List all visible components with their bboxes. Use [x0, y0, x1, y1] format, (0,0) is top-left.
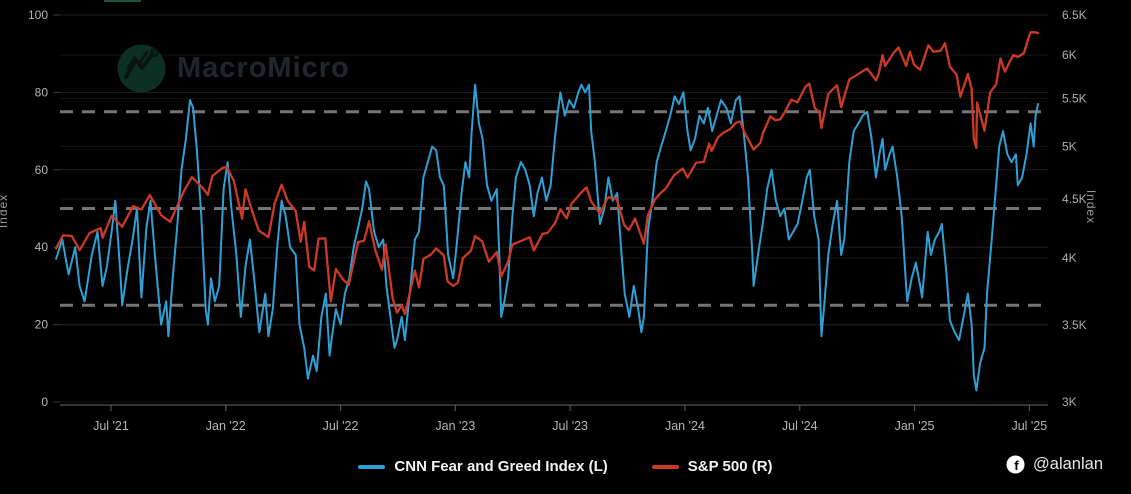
- svg-text:Jul '22: Jul '22: [323, 419, 359, 433]
- legend-item-sp500[interactable]: S&P 500 (R): [651, 458, 773, 475]
- svg-text:5K: 5K: [1062, 139, 1077, 153]
- axes-and-ticks: [53, 14, 1048, 411]
- svg-text:Jan '23: Jan '23: [435, 419, 475, 433]
- svg-text:3.5K: 3.5K: [1062, 318, 1087, 332]
- axis-tick-labels: Jul '21 Jan '22 Jul '22 Jan '23 Jul '23 Jan '…: [28, 8, 1087, 433]
- svg-text:60: 60: [35, 163, 49, 177]
- chart-legend: CNN Fear and Greed Index (L) S&P 500 (R): [0, 458, 1131, 475]
- author-credit: f @alanlan: [1006, 455, 1103, 474]
- svg-text:f: f: [1014, 458, 1019, 473]
- svg-text:Jul '21: Jul '21: [93, 419, 129, 433]
- series-lines: [54, 31, 1040, 392]
- svg-text:40: 40: [35, 240, 49, 254]
- legend-label-fear-greed: CNN Fear and Greed Index (L): [394, 458, 608, 475]
- author-handle: @alanlan: [1033, 455, 1103, 473]
- svg-text:80: 80: [35, 85, 49, 99]
- fear-greed-line-swatch: [358, 464, 386, 469]
- legend-label-sp500: S&P 500 (R): [687, 458, 773, 475]
- right-axis-title: Index: [1084, 189, 1099, 225]
- svg-text:Jul '25: Jul '25: [1011, 419, 1047, 433]
- legend-item-fear-greed[interactable]: CNN Fear and Greed Index (L): [358, 458, 608, 475]
- svg-text:20: 20: [35, 318, 49, 332]
- sp500-line-swatch: [651, 464, 679, 469]
- svg-text:6K: 6K: [1062, 48, 1077, 62]
- svg-text:5.5K: 5.5K: [1062, 92, 1087, 106]
- svg-text:4.5K: 4.5K: [1062, 192, 1087, 206]
- reference-dashed-lines: [60, 110, 1048, 307]
- left-axis-title: Index: [0, 193, 11, 229]
- top-edge-accent-bar: [104, 0, 141, 2]
- facebook-icon: f: [1006, 455, 1025, 474]
- svg-text:3K: 3K: [1062, 395, 1077, 409]
- svg-text:Jan '22: Jan '22: [206, 419, 246, 433]
- svg-text:0: 0: [41, 395, 48, 409]
- svg-text:4K: 4K: [1062, 251, 1077, 265]
- svg-text:Jan '25: Jan '25: [895, 419, 935, 433]
- svg-text:Jul '23: Jul '23: [552, 419, 588, 433]
- svg-text:100: 100: [28, 8, 48, 22]
- svg-text:Jan '24: Jan '24: [665, 419, 705, 433]
- svg-text:Jul '24: Jul '24: [782, 419, 818, 433]
- svg-text:6.5K: 6.5K: [1062, 8, 1087, 22]
